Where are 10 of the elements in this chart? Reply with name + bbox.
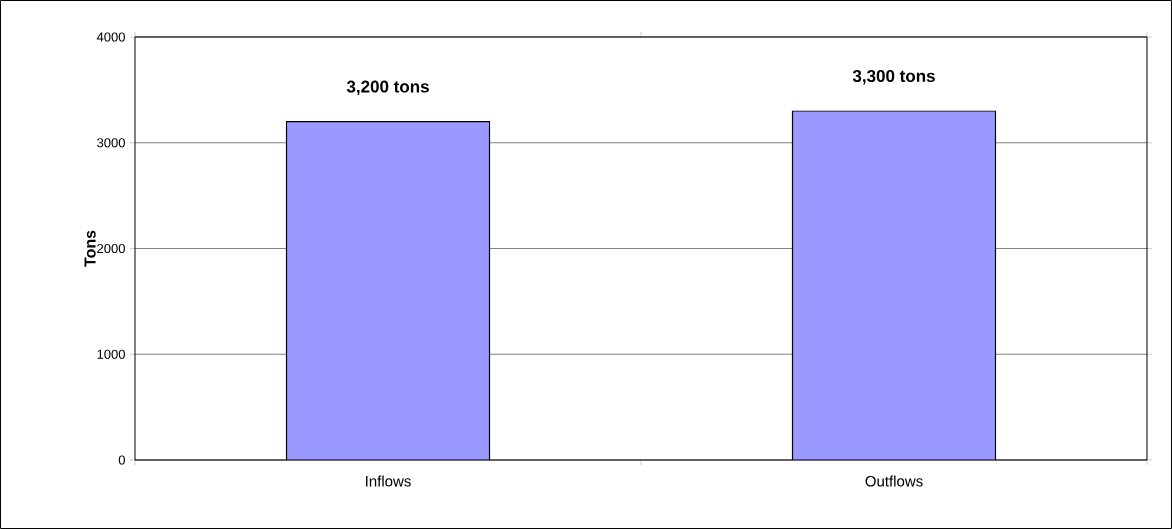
y-axis-title: Tons	[84, 230, 96, 267]
x-tick-label: Outflows	[865, 475, 923, 487]
y-tick-label: 4000	[96, 32, 125, 42]
y-tick-label: 3000	[97, 138, 125, 148]
y-tick-label: 0	[118, 455, 125, 465]
data-label: 3,300 tons	[852, 69, 935, 85]
x-tick-label: Inflows	[366, 475, 411, 487]
y-tick-label: 2000	[97, 243, 125, 254]
y-tick-label: 1000	[97, 349, 125, 359]
data-label: 3,200 tons	[346, 80, 429, 96]
